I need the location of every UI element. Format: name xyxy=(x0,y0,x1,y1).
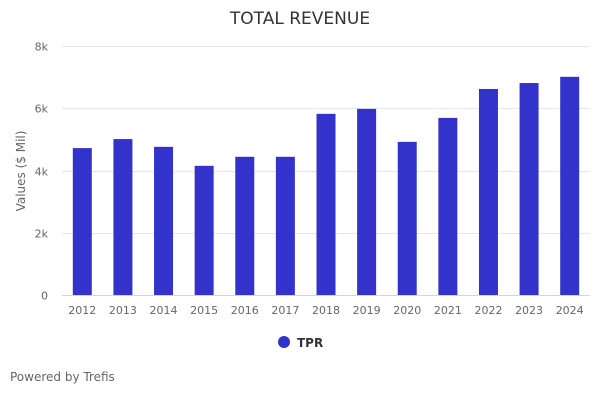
bar-2015[interactable] xyxy=(194,165,214,295)
x-tick-label: 2023 xyxy=(515,304,543,317)
x-tick-label: 2012 xyxy=(68,304,96,317)
bar-2014[interactable] xyxy=(154,146,174,295)
legend-label: TPR xyxy=(297,336,323,350)
x-tick-label: 2013 xyxy=(109,304,137,317)
bar-2023[interactable] xyxy=(519,83,539,295)
bar-2013[interactable] xyxy=(113,139,133,295)
y-axis-ticks: 0 2k 4k 6k 8k xyxy=(35,41,49,303)
x-tick-label: 2016 xyxy=(231,304,259,317)
x-tick-label: 2022 xyxy=(474,304,502,317)
bar-2012[interactable] xyxy=(72,148,92,295)
y-tick-label: 6k xyxy=(35,103,49,116)
y-tick-label: 8k xyxy=(35,41,49,54)
bar-2022[interactable] xyxy=(478,88,498,295)
bar-2017[interactable] xyxy=(275,156,295,295)
powered-by-credit[interactable]: Powered by Trefis xyxy=(10,370,115,384)
x-axis-ticks: 2012 2013 2014 2015 2016 2017 2018 2019 2020 2021… xyxy=(68,304,583,317)
legend-marker xyxy=(278,336,290,348)
bar-2019[interactable] xyxy=(357,108,377,295)
x-tick-label: 2019 xyxy=(353,304,381,317)
x-tick-label: 2020 xyxy=(393,304,421,317)
bar-2021[interactable] xyxy=(438,117,458,296)
y-tick-label: 0 xyxy=(41,290,48,303)
x-tick-label: 2015 xyxy=(190,304,218,317)
chart-title: TOTAL REVENUE xyxy=(229,9,370,29)
x-tick-label: 2017 xyxy=(271,304,299,317)
bar-2020[interactable] xyxy=(397,141,417,295)
y-tick-label: 4k xyxy=(35,166,49,179)
bar-2018[interactable] xyxy=(316,113,336,295)
y-axis-label: Values ($ Mil) xyxy=(14,131,28,212)
legend-item-tpr[interactable]: TPR xyxy=(278,336,323,350)
x-tick-label: 2024 xyxy=(556,304,584,317)
bar-2024[interactable] xyxy=(560,76,580,295)
x-tick-label: 2014 xyxy=(150,304,178,317)
y-tick-label: 2k xyxy=(35,228,49,241)
bar-2016[interactable] xyxy=(235,156,255,295)
x-tick-label: 2021 xyxy=(434,304,462,317)
bars xyxy=(72,76,580,296)
x-tick-label: 2018 xyxy=(312,304,340,317)
